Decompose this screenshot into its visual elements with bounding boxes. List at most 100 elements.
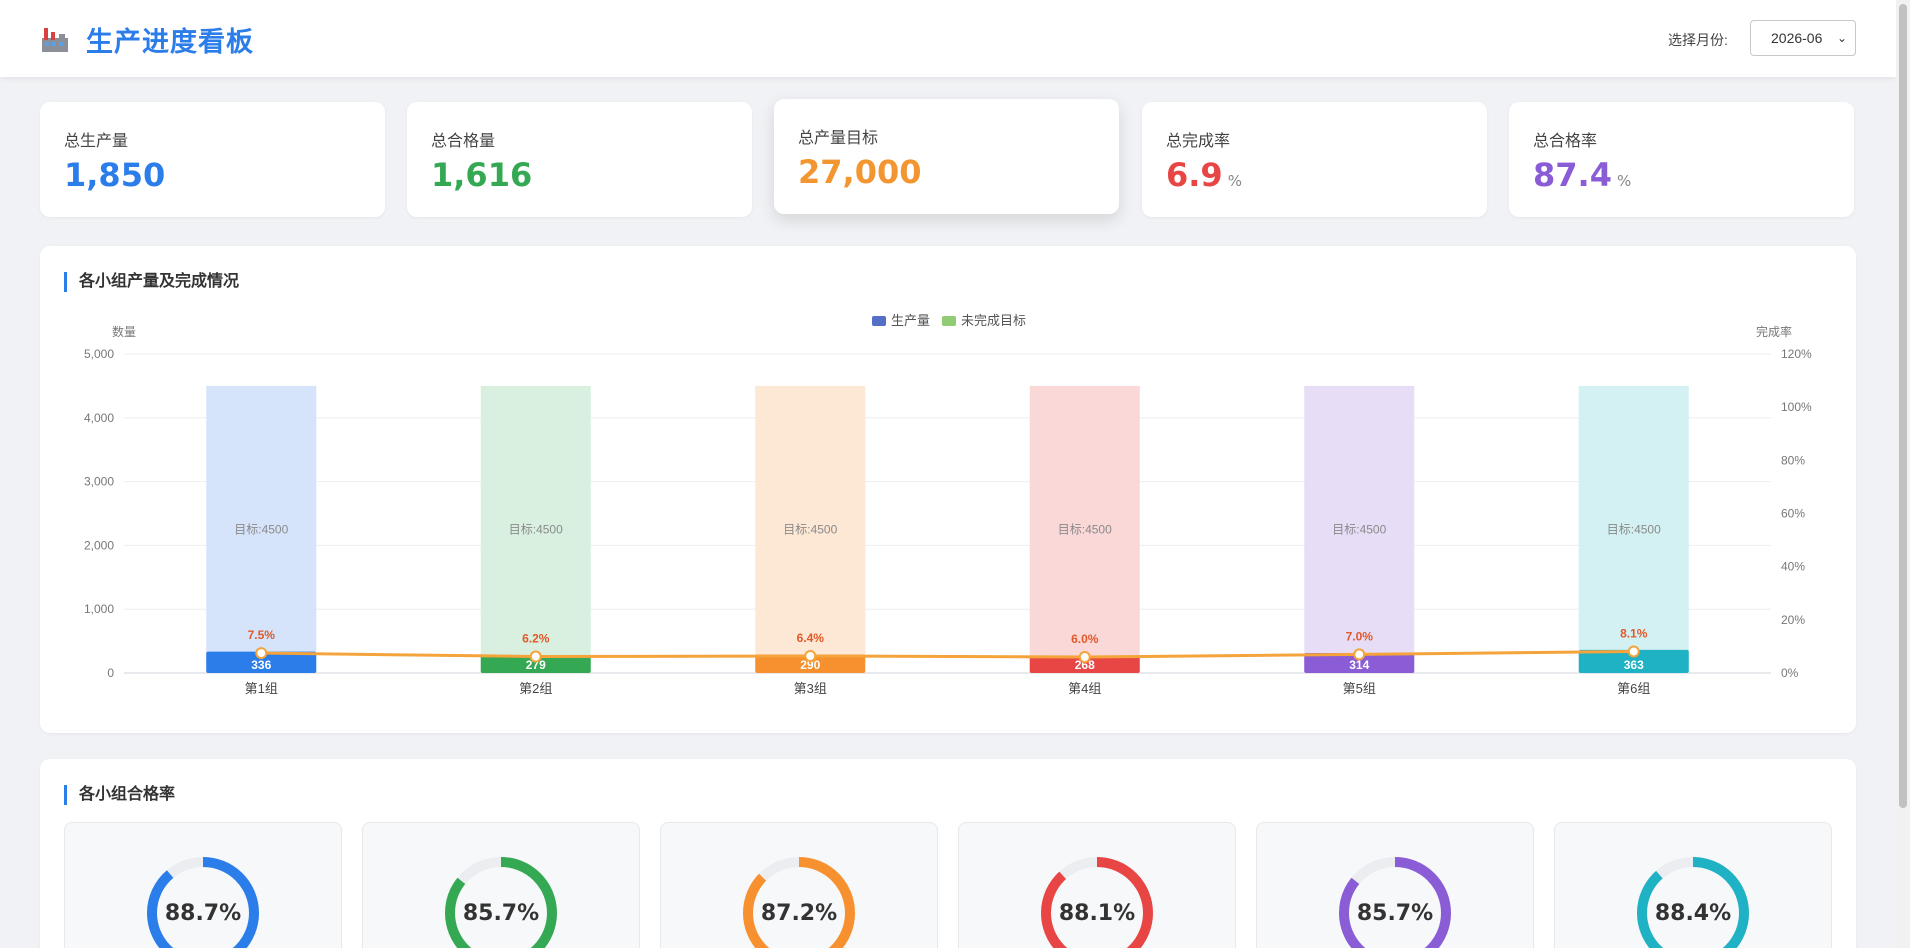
target-label: 目标:4500 [783, 522, 837, 536]
target-bar [1578, 385, 1689, 673]
kpi-unit: % [1616, 172, 1632, 190]
chevron-down-icon: ⌄ [1836, 31, 1847, 45]
donut-arc [147, 857, 259, 948]
y-tick-label: 2,000 [84, 538, 114, 552]
donut-value-label: 88.4% [1655, 901, 1731, 926]
month-select[interactable]: 2026-06 ⌄ [1750, 20, 1856, 56]
quality-donut: 85.7% [445, 857, 557, 948]
page-title: 生产进度看板 [86, 27, 254, 57]
kpi-value: 6.9% [1166, 156, 1242, 194]
quality-card: 88.4% [1554, 822, 1832, 948]
completion-rate-label: 8.1% [1620, 626, 1648, 640]
kpi-unit: % [1227, 172, 1242, 190]
quality-panel-title: 各小组合格率 [64, 785, 175, 805]
x-tick-label: 第4组 [1068, 681, 1101, 696]
production-value-label: 290 [800, 658, 820, 672]
scrollbar[interactable] [1896, 0, 1910, 948]
completion-rate-point [1353, 648, 1366, 661]
kpi-value: 27,000 [798, 153, 922, 191]
legend-swatch [872, 316, 886, 326]
target-label: 目标:4500 [234, 522, 288, 536]
target-label: 目标:4500 [1058, 522, 1112, 536]
quality-card: 88.7% [64, 822, 342, 948]
quality-panel: 各小组合格率 [40, 759, 1856, 948]
y-tick-label: 3,000 [84, 475, 114, 489]
production-value-label: 363 [1624, 658, 1644, 672]
kpi-card-total-qualified: 总合格量 1,616 [407, 102, 752, 217]
scrollbar-thumb[interactable] [1899, 4, 1907, 808]
target-bar [1029, 385, 1140, 673]
quality-donut: 88.1% [1041, 857, 1153, 948]
completion-rate-point [529, 650, 542, 663]
month-select-label: 选择月份: [1668, 32, 1728, 48]
legend-label: 未完成目标 [961, 313, 1026, 328]
donut-value-label: 85.7% [1357, 901, 1433, 926]
donut-value-label: 85.7% [463, 901, 539, 926]
production-panel: 各小组产量及完成情况 0 1,000 2,000 3,000 4,000 5,000 0% 2… [40, 246, 1856, 733]
production-value-label: 336 [251, 658, 271, 672]
target-bar [1304, 385, 1415, 673]
kpi-card-completion-rate: 总完成率 6.9% [1142, 102, 1487, 217]
production-bar [206, 651, 317, 673]
quality-donut: 88.7% [147, 857, 259, 948]
completion-rate-point [1627, 645, 1640, 658]
y-axis-title: 数量 [112, 324, 136, 339]
y2-tick-label: 20% [1781, 613, 1805, 627]
legend-label: 生产量 [891, 313, 930, 328]
quality-donut: 85.7% [1339, 857, 1451, 948]
kpi-label: 总合格量 [431, 133, 496, 150]
y2-tick-label: 120% [1781, 347, 1812, 361]
y-tick-label: 5,000 [84, 347, 114, 361]
target-bar [755, 385, 866, 673]
target-bar [206, 385, 317, 673]
target-bar [480, 385, 591, 673]
kpi-card-total-target: 总产量目标 27,000 [774, 99, 1119, 214]
donut-value-label: 88.1% [1059, 901, 1135, 926]
completion-rate-label: 7.0% [1346, 629, 1374, 643]
completion-rate-point [255, 647, 268, 660]
quality-card: 88.1% [958, 822, 1236, 948]
completion-rate-label: 6.2% [522, 632, 550, 646]
factory-icon [42, 28, 68, 52]
x-tick-label: 第3组 [794, 681, 827, 696]
donut-value-label: 88.7% [165, 901, 241, 926]
y-tick-label: 1,000 [84, 602, 114, 616]
donut-arc [743, 857, 855, 948]
kpi-label: 总生产量 [64, 133, 129, 150]
top-bar: 生产进度看板 选择月份: 2026-06 ⌄ [0, 0, 1896, 77]
kpi-label: 总完成率 [1166, 133, 1231, 150]
x-tick-label: 第1组 [245, 681, 278, 696]
production-panel-title: 各小组产量及完成情况 [64, 272, 239, 292]
production-bar [1304, 652, 1415, 673]
production-chart: 0 1,000 2,000 3,000 4,000 5,000 0% 20% 40% 60% 80%… [84, 313, 1812, 696]
x-tick-label: 第6组 [1617, 681, 1650, 696]
y2-tick-label: 100% [1781, 400, 1812, 414]
production-bar [480, 655, 591, 673]
kpi-card-total-output: 总生产量 1,850 [40, 102, 385, 217]
donut-arc [1041, 857, 1153, 948]
month-select-value: 2026-06 [1771, 30, 1823, 46]
quality-card: 87.2% [660, 822, 938, 948]
y2-tick-label: 40% [1781, 560, 1805, 574]
kpi-value: 1,850 [64, 156, 166, 194]
completion-rate-point [804, 649, 817, 662]
donut-arc [1637, 857, 1749, 948]
production-bar [1578, 649, 1689, 673]
production-bar [755, 654, 866, 673]
completion-rate-label: 6.0% [1071, 632, 1099, 646]
donut-arc [1339, 857, 1451, 948]
production-value-label: 279 [526, 658, 546, 672]
target-label: 目标:4500 [1332, 522, 1386, 536]
completion-rate-label: 7.5% [248, 628, 276, 642]
y-tick-label: 4,000 [84, 411, 114, 425]
target-label: 目标:4500 [1607, 522, 1661, 536]
donut-value-label: 87.2% [761, 901, 837, 926]
x-tick-label: 第2组 [519, 681, 552, 696]
x-tick-label: 第5组 [1343, 681, 1376, 696]
donut-arc [445, 857, 557, 948]
y2-tick-label: 0% [1781, 666, 1799, 680]
y2-axis-title: 完成率 [1756, 324, 1792, 339]
legend-swatch [942, 316, 956, 326]
quality-card: 85.7% [362, 822, 640, 948]
production-value-label: 314 [1349, 658, 1369, 672]
